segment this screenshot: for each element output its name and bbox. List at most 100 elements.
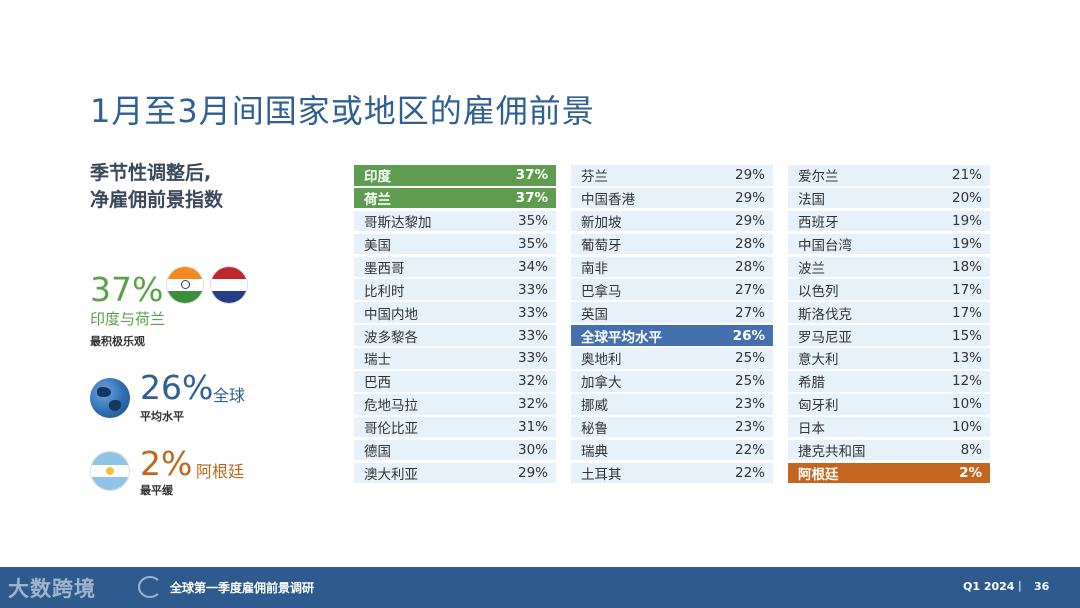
outlook-value: 29%	[734, 167, 765, 184]
subtitle: 季节性调整后, 净雇佣前景指数	[90, 160, 290, 214]
outlook-value: 32%	[517, 396, 548, 413]
table-row: 中国内地 33%	[354, 302, 556, 323]
country-name: 爱尔兰	[798, 169, 839, 186]
table-row: 加拿大 25%	[571, 371, 773, 392]
argentina-flag-icon	[90, 451, 130, 491]
watermark-logo: 大数跨境	[8, 577, 96, 601]
outlook-value: 35%	[517, 235, 548, 252]
country-name: 法国	[798, 192, 825, 209]
outlook-value: 23%	[734, 419, 765, 436]
outlook-value: 29%	[517, 464, 548, 481]
report-name: 全球第一季度雇佣前景调研	[170, 581, 315, 595]
table-row: 波兰 18%	[788, 256, 990, 278]
ranking-column-1: 印度 37% 荷兰 37% 哥斯达黎加 35% 美国 35% 墨西哥 34% 比利时 33% 中国内地 3…	[354, 165, 556, 485]
outlook-value: 17%	[951, 281, 982, 298]
highlight-bottom-label: 阿根廷	[196, 462, 245, 481]
table-row: 中国台湾 19%	[788, 233, 990, 255]
country-name: 斯洛伐克	[798, 306, 852, 323]
outlook-value: 29%	[734, 213, 765, 230]
subtitle-line-2: 净雇佣前景指数	[90, 189, 224, 211]
country-name: 波兰	[798, 260, 825, 277]
ranking-column-2: 芬兰 29% 中国香港 29% 新加坡 29% 葡萄牙 28% 南非 28% 巴拿马 27% 英国 27%…	[571, 165, 773, 485]
table-row: 新加坡 29%	[571, 210, 773, 232]
country-name: 印度	[364, 169, 391, 186]
country-name: 土耳其	[581, 466, 622, 483]
outlook-value: 25%	[734, 373, 765, 390]
table-row: 英国 27%	[571, 302, 773, 323]
highlight-global: 26% 全球 平均水平	[90, 368, 350, 428]
country-name: 巴拿马	[581, 283, 622, 300]
highlight-global-sub: 平均水平	[140, 410, 184, 423]
outlook-value: 10%	[951, 419, 982, 436]
country-name: 美国	[364, 237, 391, 254]
india-flag-icon	[166, 266, 204, 304]
table-row: 西班牙 19%	[788, 210, 990, 232]
table-row: 墨西哥 34%	[354, 256, 556, 278]
country-name: 加拿大	[581, 375, 622, 392]
table-row: 危地马拉 32%	[354, 393, 556, 415]
country-name: 新加坡	[581, 215, 622, 232]
highlight-bottom-value: 2%	[140, 444, 193, 483]
table-row: 奥地利 25%	[571, 348, 773, 369]
outlook-value: 19%	[951, 235, 982, 252]
country-name: 澳大利亚	[364, 466, 418, 483]
outlook-value: 21%	[951, 167, 982, 184]
outlook-value: 34%	[517, 258, 548, 275]
country-name: 波多黎各	[364, 329, 418, 346]
page-number: 36	[1034, 580, 1050, 593]
outlook-value: 35%	[517, 213, 548, 230]
outlook-value: 10%	[951, 396, 982, 413]
country-name: 瑞典	[581, 443, 608, 460]
country-name: 意大利	[798, 352, 839, 369]
highlight-bottom: 2% 阿根廷 最平缓	[90, 444, 350, 504]
table-row: 巴西 32%	[354, 371, 556, 392]
outlook-value: 2%	[959, 464, 982, 481]
country-name: 哥伦比亚	[364, 421, 418, 438]
country-name: 瑞士	[364, 352, 391, 369]
highlight-global-value: 26%	[140, 368, 214, 407]
outlook-value: 13%	[951, 350, 982, 367]
country-name: 罗马尼亚	[798, 329, 852, 346]
country-name: 葡萄牙	[581, 237, 622, 254]
table-row: 巴拿马 27%	[571, 279, 773, 301]
table-row: 以色列 17%	[788, 279, 990, 301]
outlook-value: 27%	[734, 281, 765, 298]
footer-separator: |	[1018, 579, 1022, 592]
table-row: 美国 35%	[354, 233, 556, 255]
globe-icon	[90, 378, 130, 418]
country-name: 中国台湾	[798, 237, 852, 254]
country-name: 哥斯达黎加	[364, 215, 432, 232]
table-row: 葡萄牙 28%	[571, 233, 773, 255]
country-name: 危地马拉	[364, 398, 418, 415]
country-name: 中国内地	[364, 306, 418, 323]
page-title: 1月至3月间国家或地区的雇佣前景	[90, 92, 595, 130]
netherlands-flag-icon	[210, 266, 248, 304]
table-row: 荷兰 37%	[354, 187, 556, 209]
outlook-value: 12%	[951, 373, 982, 390]
subtitle-line-1: 季节性调整后,	[90, 162, 212, 184]
country-name: 奥地利	[581, 352, 622, 369]
outlook-value: 18%	[951, 258, 982, 275]
country-name: 匈牙利	[798, 398, 839, 415]
country-name: 南非	[581, 260, 608, 277]
outlook-value: 28%	[734, 235, 765, 252]
table-row: 哥伦比亚 31%	[354, 416, 556, 438]
table-row: 罗马尼亚 15%	[788, 325, 990, 346]
outlook-value: 22%	[734, 464, 765, 481]
table-row: 澳大利亚 29%	[354, 462, 556, 484]
table-row: 南非 28%	[571, 256, 773, 278]
table-row: 中国香港 29%	[571, 187, 773, 209]
outlook-value: 29%	[734, 190, 765, 207]
outlook-value: 23%	[734, 396, 765, 413]
highlight-top-sub: 最积极乐观	[90, 335, 145, 348]
outlook-value: 22%	[734, 441, 765, 458]
country-name: 以色列	[798, 283, 839, 300]
outlook-value: 37%	[515, 167, 548, 184]
outlook-value: 30%	[517, 441, 548, 458]
outlook-value: 31%	[517, 419, 548, 436]
outlook-value: 25%	[734, 350, 765, 367]
table-row: 瑞典 22%	[571, 439, 773, 461]
table-row: 匈牙利 10%	[788, 393, 990, 415]
highlight-top-label: 印度与荷兰	[90, 310, 166, 328]
outlook-value: 27%	[734, 304, 765, 321]
